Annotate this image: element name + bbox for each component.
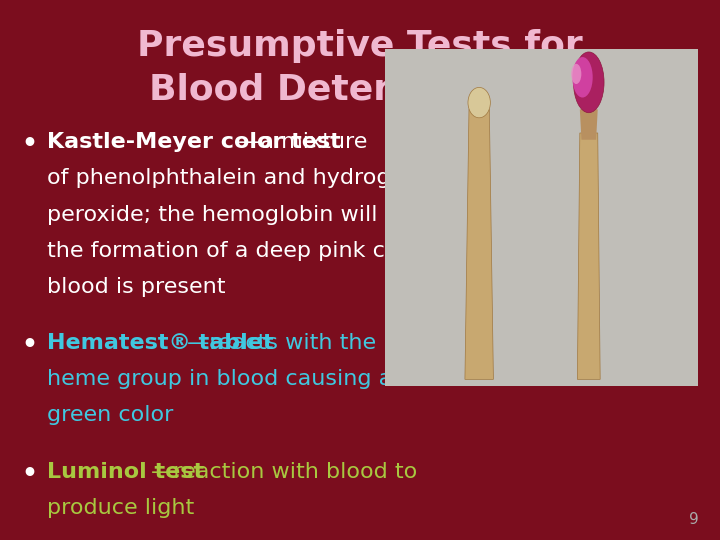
Text: Blood Determination: Blood Determination bbox=[149, 72, 571, 106]
Bar bbox=[385, 49, 698, 386]
Text: —a mixture: —a mixture bbox=[238, 132, 367, 152]
Text: blood is present: blood is present bbox=[47, 277, 225, 297]
Text: •: • bbox=[22, 132, 37, 156]
Text: heme group in blood causing a blue-: heme group in blood causing a blue- bbox=[47, 369, 456, 389]
Text: Luminol test: Luminol test bbox=[47, 462, 204, 482]
Text: peroxide; the hemoglobin will cause: peroxide; the hemoglobin will cause bbox=[47, 205, 450, 225]
Text: •: • bbox=[22, 333, 37, 357]
Text: •: • bbox=[22, 462, 37, 485]
Text: of phenolphthalein and hydrogen: of phenolphthalein and hydrogen bbox=[47, 168, 418, 188]
Text: —reacts with the: —reacts with the bbox=[187, 333, 377, 353]
Text: green color: green color bbox=[47, 406, 174, 426]
Polygon shape bbox=[577, 133, 600, 379]
Ellipse shape bbox=[468, 87, 490, 118]
Text: produce light: produce light bbox=[47, 498, 194, 518]
Ellipse shape bbox=[571, 64, 581, 84]
Text: —reaction with blood to: —reaction with blood to bbox=[151, 462, 418, 482]
Text: Presumptive Tests for: Presumptive Tests for bbox=[137, 29, 583, 63]
Text: the formation of a deep pink color if: the formation of a deep pink color if bbox=[47, 241, 449, 261]
Text: 9: 9 bbox=[688, 511, 698, 526]
Polygon shape bbox=[580, 109, 598, 140]
Text: Kastle-Meyer color test: Kastle-Meyer color test bbox=[47, 132, 341, 152]
Text: Hematest® tablet: Hematest® tablet bbox=[47, 333, 274, 353]
Polygon shape bbox=[465, 109, 493, 379]
Ellipse shape bbox=[574, 52, 604, 113]
Ellipse shape bbox=[572, 57, 593, 98]
